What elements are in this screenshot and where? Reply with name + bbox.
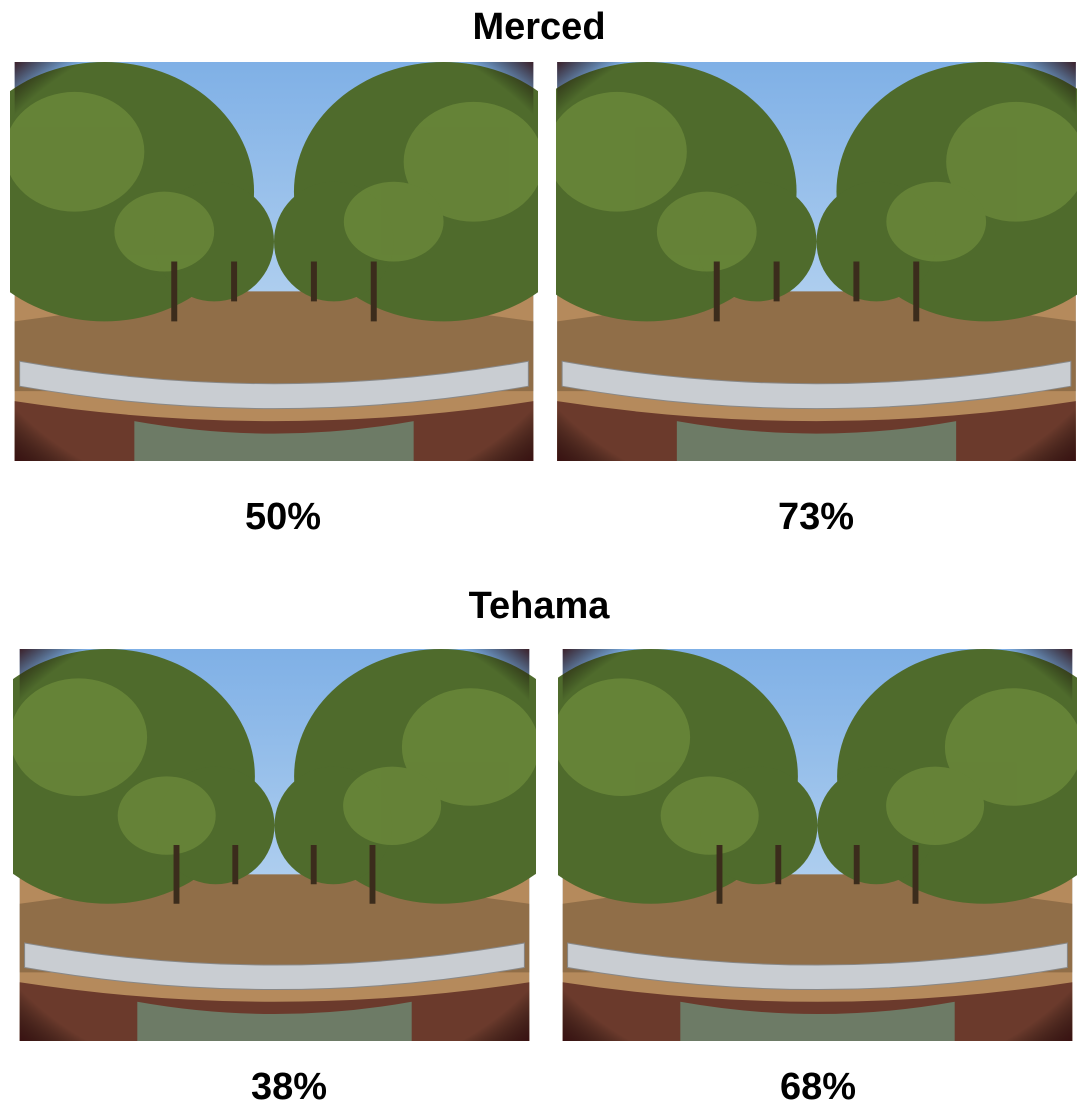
section-title: Merced bbox=[472, 6, 606, 48]
section-title: Tehama bbox=[468, 585, 610, 627]
photo bbox=[10, 62, 538, 461]
percentage-label: 68% bbox=[779, 1066, 857, 1108]
percentage-label: 50% bbox=[244, 496, 322, 538]
photo bbox=[556, 62, 1077, 461]
photo bbox=[558, 649, 1077, 1041]
percentage-label: 38% bbox=[250, 1066, 328, 1108]
photo bbox=[13, 649, 536, 1041]
percentage-label: 73% bbox=[777, 496, 855, 538]
